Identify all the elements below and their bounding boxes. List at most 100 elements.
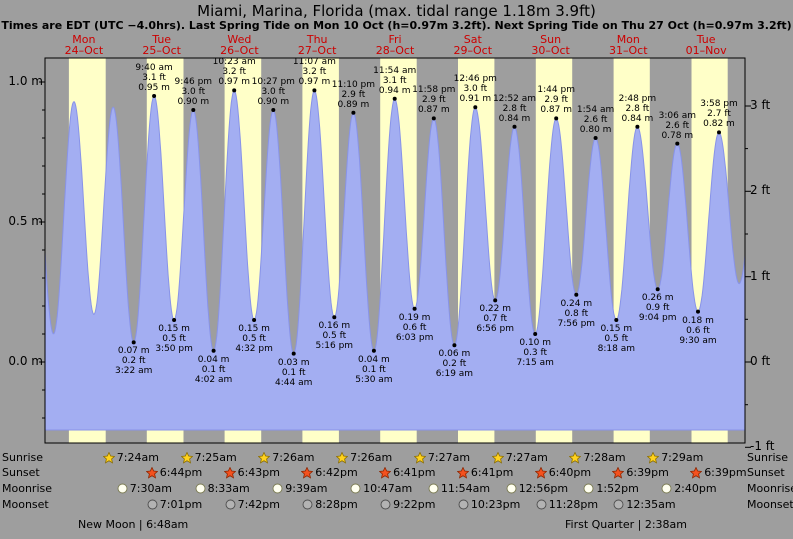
tide-annotation-high: 11:07 am 3.2 ft 0.97 m xyxy=(293,57,336,87)
moon-phase-first-quarter: First Quarter | 2:38am xyxy=(565,518,687,531)
tide-annotation-line: 3.1 ft xyxy=(382,75,407,86)
sunset-star-icon xyxy=(456,466,469,479)
tide-annotation-low: 0.04 m 0.1 ft 5:30 am xyxy=(355,355,392,385)
moonrise-entry: 9:39am xyxy=(272,482,327,495)
sunrise-star-icon xyxy=(336,451,349,464)
tide-annotation-line: 3.0 ft xyxy=(181,87,206,97)
moonrise-row-label-left: Moonrise xyxy=(2,482,52,495)
tide-annotation-low: 0.15 m 0.5 ft 4:32 pm xyxy=(235,324,273,354)
day-label: Fri 28–Oct xyxy=(375,33,415,57)
tide-annotation-line: 3.2 ft xyxy=(222,67,247,78)
tide-annotation-line: 9:40 am xyxy=(135,63,173,73)
tide-annotation-line: 12:52 am xyxy=(492,93,537,104)
tide-extreme-dot xyxy=(252,318,257,322)
sunset-entry: 6:41pm xyxy=(379,466,436,479)
tide-extreme-dot xyxy=(152,94,157,98)
moonset-time: 11:28pm xyxy=(548,498,599,511)
sunset-time: 6:40pm xyxy=(548,466,592,479)
moonrise-icon xyxy=(117,483,128,494)
tide-annotation-line: 3.1 ft xyxy=(142,73,166,83)
tide-annotation-line: 12:46 pm xyxy=(453,74,497,85)
right-axis-label: -1 ft xyxy=(750,439,775,454)
sunset-entry: 6:42pm xyxy=(301,466,358,479)
sunrise-star-icon xyxy=(258,451,271,464)
right-axis-label: 0 ft xyxy=(750,354,771,368)
tide-annotation-line: 3:50 pm xyxy=(155,344,193,354)
moonrise-time: 11:54am xyxy=(440,482,491,495)
tide-annotation-line: 0.95 m xyxy=(138,83,170,93)
sunset-time: 6:43pm xyxy=(237,466,280,479)
tide-annotation-low: 0.10 m 0.3 ft 7:15 am xyxy=(517,338,554,368)
tide-annotation-line: 5:16 pm xyxy=(315,341,354,352)
tide-annotation-line: 0.5 ft xyxy=(162,334,186,344)
tide-extreme-dot xyxy=(452,343,457,348)
moonrise-icon xyxy=(272,483,283,494)
sunset-time: 6:41pm xyxy=(393,466,436,479)
sunrise-entry: 7:26am xyxy=(336,451,392,464)
tide-annotation-high: 9:40 am 3.1 ft 0.95 m xyxy=(135,63,172,93)
tide-annotation-line: 5:30 am xyxy=(355,374,393,385)
sunset-star-icon xyxy=(145,466,158,479)
sunrise-time: 7:26am xyxy=(350,451,393,464)
tide-annotation-line: 4:02 am xyxy=(194,374,233,385)
sunrise-star-icon xyxy=(180,451,193,464)
tide-annotation-line: 0.90 m xyxy=(257,97,290,107)
moonrise-icon xyxy=(195,483,206,494)
tide-annotation-high: 3:06 am 2.6 ft 0.78 m xyxy=(659,111,696,141)
tide-extreme-dot xyxy=(696,309,700,314)
sunset-row-label-left: Sunset xyxy=(2,466,40,479)
tide-annotation-high: 1:54 am 2.6 ft 0.80 m xyxy=(577,105,614,135)
tide-annotation-line: 3:22 am xyxy=(115,366,153,377)
tide-extreme-dot xyxy=(493,298,498,303)
tide-annotation-line: 0.16 m xyxy=(318,321,351,332)
moonrise-entry: 10:47am xyxy=(350,482,412,495)
tide-extreme-dot xyxy=(635,124,640,129)
tide-annotation-line: 0.82 m xyxy=(703,119,735,130)
tide-annotation-line: 2.9 ft xyxy=(544,95,569,106)
tide-annotation-line: 3.0 ft xyxy=(463,84,488,95)
tide-annotation-line: 0.2 ft xyxy=(121,356,146,367)
sunset-entry: 6:40pm xyxy=(534,466,592,479)
tide-annotation-line: 0.18 m xyxy=(682,315,714,326)
sunset-star-icon xyxy=(612,466,625,479)
day-label: Sat 29–Oct xyxy=(453,33,493,57)
sunset-time: 6:41pm xyxy=(470,466,514,479)
tide-annotation-line: 0.24 m xyxy=(560,298,593,309)
moonset-time: 7:01pm xyxy=(159,498,203,511)
tide-annotation-line: 0.22 m xyxy=(479,304,512,315)
tide-annotation-line: 0.06 m xyxy=(438,349,471,360)
tide-extreme-dot xyxy=(392,96,397,101)
sunset-star-icon xyxy=(223,466,236,479)
tide-annotation-line: 9:46 pm xyxy=(174,77,213,87)
tide-extreme-dot xyxy=(717,130,721,135)
sunrise-entry: 7:29am xyxy=(647,451,703,464)
moonrise-entry: 8:33am xyxy=(195,482,250,495)
tide-annotation-high: 12:46 pm 3.0 ft 0.91 m xyxy=(454,74,497,104)
tide-extreme-dot xyxy=(351,110,356,115)
right-axis-label: 1 ft xyxy=(750,268,771,283)
left-axis-label: 0.0 m xyxy=(8,354,43,368)
sunrise-entry: 7:26am xyxy=(258,451,314,464)
tide-annotation-line: 0.26 m xyxy=(641,293,674,304)
tide-annotation-line: 2:48 pm xyxy=(618,93,657,104)
moonset-row-label-right: Moonset xyxy=(747,498,793,511)
moonset-icon xyxy=(302,499,313,510)
tide-annotation-line: 0.1 ft xyxy=(362,364,386,375)
tide-annotation-low: 0.16 m 0.5 ft 5:16 pm xyxy=(316,321,354,351)
sunrise-time: 7:27am xyxy=(427,451,471,464)
tide-annotation-line: 0.87 m xyxy=(417,105,450,116)
moonrise-row-label-right: Moonrise xyxy=(747,482,793,495)
moonrise-icon xyxy=(661,483,672,494)
tide-extreme-dot xyxy=(512,124,517,129)
moonset-time: 12:35am xyxy=(626,498,676,511)
moonset-icon xyxy=(613,499,624,510)
sunrise-star-icon xyxy=(647,451,660,464)
sunset-time: 6:39pm xyxy=(626,466,669,479)
tide-annotation-high: 2:48 pm 2.8 ft 0.84 m xyxy=(619,94,657,124)
sunrise-entry: 7:27am xyxy=(491,451,548,464)
tide-annotation-line: 6:03 pm xyxy=(395,332,434,343)
sunset-star-icon xyxy=(690,466,703,479)
tide-annotation-low: 0.06 m 0.2 ft 6:19 am xyxy=(436,349,473,379)
page-subtitle: Times are EDT (UTC −4.0hrs). Last Spring… xyxy=(1,19,792,32)
